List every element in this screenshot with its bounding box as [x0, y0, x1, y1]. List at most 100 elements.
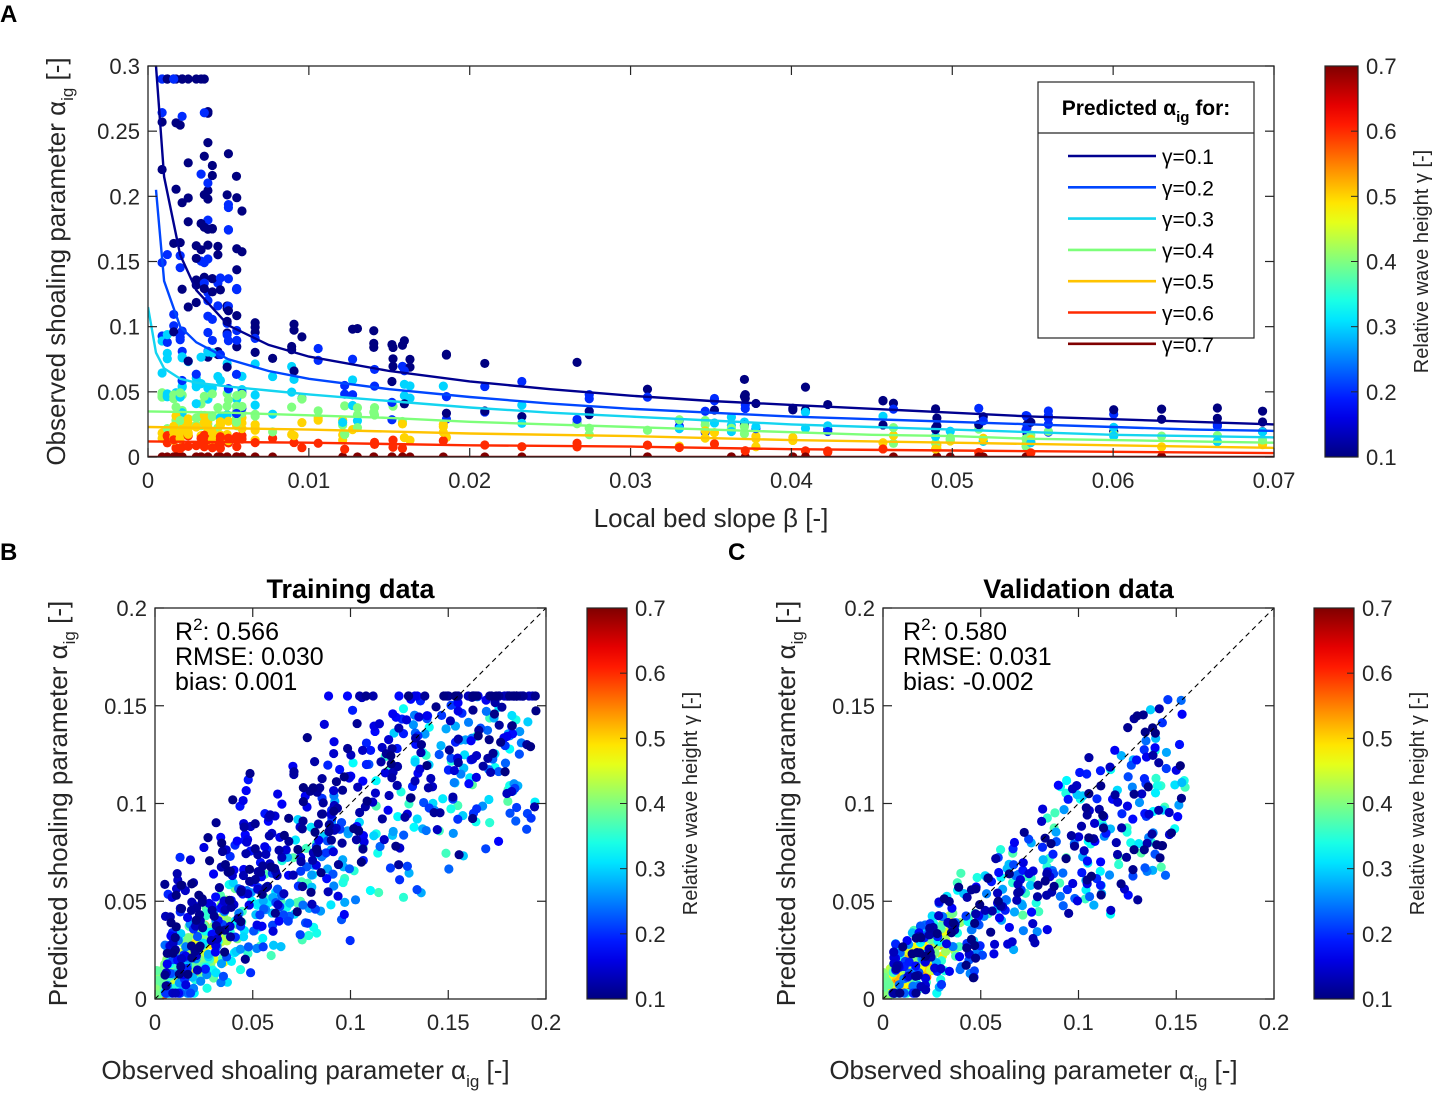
- data-point: [446, 753, 456, 763]
- y-tick-label: 0.1: [109, 315, 140, 340]
- data-point: [1042, 890, 1052, 900]
- data-point: [343, 743, 353, 754]
- data-point: [991, 854, 1001, 864]
- data-point: [207, 335, 217, 346]
- data-point: [183, 441, 193, 451]
- data-point: [355, 807, 365, 818]
- data-point: [250, 844, 260, 854]
- data-point: [1145, 705, 1156, 715]
- data-point: [245, 768, 255, 779]
- panel-a-colorbar: 0.1 0.2 0.3 0.4 0.5 0.6 0.7 Relative wave heigh…: [1324, 54, 1433, 470]
- data-point: [946, 928, 957, 938]
- data-point: [1098, 823, 1109, 833]
- data-point: [1116, 879, 1126, 889]
- data-point: [517, 412, 527, 422]
- data-point: [242, 837, 252, 847]
- data-point: [1086, 871, 1097, 881]
- data-point: [1012, 895, 1022, 905]
- data-point: [449, 777, 459, 788]
- series-line: [154, 189, 1274, 433]
- data-point: [279, 830, 289, 840]
- data-point: [199, 842, 209, 853]
- data-point: [175, 388, 185, 398]
- data-point: [402, 861, 413, 871]
- colorbar-tick-label: 0.1: [1362, 987, 1393, 1012]
- data-point: [194, 890, 204, 900]
- stat-r2: R2: 0.580: [903, 615, 1007, 646]
- data-point: [986, 927, 996, 937]
- data-point: [1137, 789, 1147, 799]
- data-point: [1024, 834, 1034, 844]
- data-point: [438, 381, 448, 391]
- data-point: [1174, 739, 1185, 750]
- data-point: [297, 824, 307, 834]
- data-point: [211, 892, 221, 902]
- data-point: [199, 108, 209, 118]
- data-point: [258, 861, 268, 871]
- data-point: [208, 869, 219, 879]
- data-point: [1019, 827, 1029, 838]
- data-point: [323, 887, 333, 897]
- data-point: [1129, 789, 1139, 799]
- data-point: [198, 923, 208, 933]
- data-point: [511, 802, 522, 813]
- data-point: [1007, 937, 1017, 947]
- data-point: [175, 120, 185, 130]
- data-point: [264, 831, 274, 841]
- data-point: [1112, 849, 1123, 860]
- x-tick-label: 0.15: [1155, 1010, 1198, 1035]
- data-point: [1161, 763, 1171, 774]
- data-point: [436, 740, 446, 751]
- data-point: [337, 785, 348, 795]
- data-point: [369, 402, 380, 413]
- data-point: [321, 848, 331, 858]
- data-point: [310, 757, 320, 767]
- data-point: [444, 864, 454, 874]
- data-point: [277, 852, 287, 862]
- data-point: [1018, 858, 1028, 868]
- data-point: [357, 745, 368, 755]
- data-point: [177, 111, 187, 121]
- data-point: [329, 806, 339, 816]
- data-point: [297, 881, 308, 892]
- panel-title: Validation data: [983, 574, 1175, 604]
- data-point: [1048, 849, 1058, 859]
- colorbar-tick-label: 0.4: [635, 792, 666, 817]
- data-point: [1139, 773, 1150, 784]
- data-point: [170, 988, 181, 998]
- data-point: [916, 932, 926, 943]
- data-point: [1163, 695, 1173, 705]
- data-point: [995, 844, 1006, 855]
- data-point: [823, 426, 833, 437]
- data-point: [207, 170, 217, 181]
- data-point: [1156, 862, 1166, 872]
- y-tick-label: 0.05: [832, 889, 875, 914]
- data-point: [1084, 833, 1094, 843]
- data-point: [203, 215, 213, 225]
- legend: Predicted αig for: γ=0.1 γ=0.2 γ=0.3 γ=0.4 γ=…: [1037, 81, 1255, 357]
- data-point: [472, 691, 482, 701]
- data-point: [1151, 773, 1161, 783]
- data-point: [878, 396, 888, 406]
- data-point: [410, 776, 420, 786]
- data-point: [191, 413, 201, 423]
- data-point: [437, 710, 447, 720]
- x-tick-label: 0.15: [427, 1010, 470, 1035]
- data-point: [397, 419, 408, 429]
- data-point: [288, 870, 298, 880]
- data-point: [494, 720, 504, 730]
- data-point: [488, 748, 498, 758]
- data-point: [1098, 810, 1108, 820]
- y-tick-label: 0.1: [844, 792, 875, 817]
- data-point: [453, 698, 463, 708]
- data-point: [401, 715, 412, 725]
- data-point: [239, 822, 249, 832]
- data-point: [274, 845, 284, 855]
- data-point: [1009, 944, 1019, 955]
- data-point: [274, 916, 284, 926]
- data-point: [1055, 891, 1065, 901]
- data-point: [1037, 842, 1048, 852]
- data-point: [459, 750, 470, 760]
- data-point: [232, 391, 242, 401]
- data-point: [217, 838, 227, 848]
